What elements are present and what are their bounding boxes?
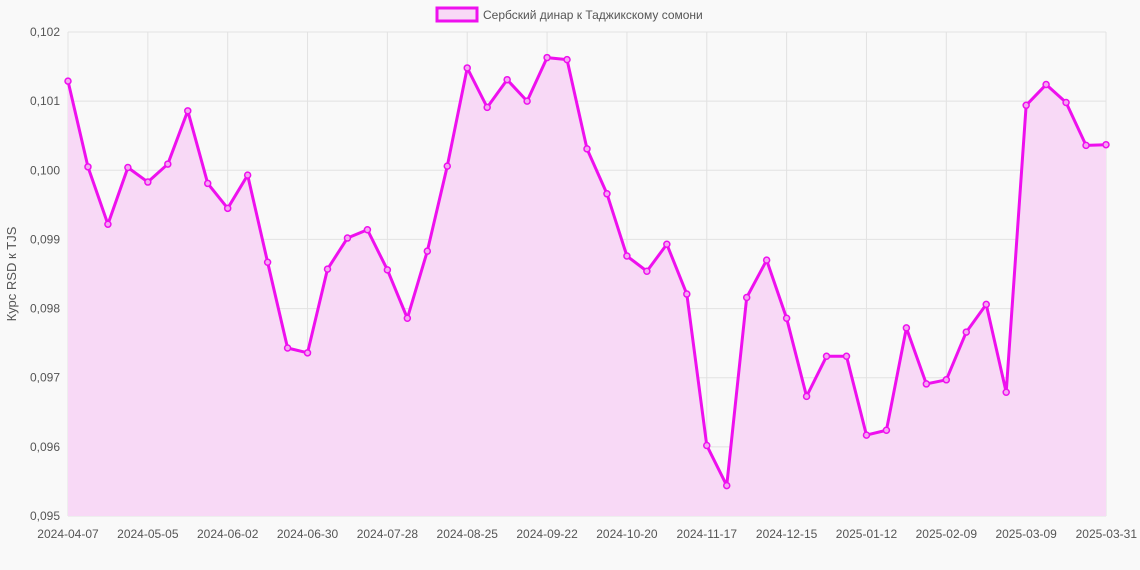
data-point[interactable] [1042,80,1050,89]
data-point[interactable] [1082,141,1090,150]
data-point[interactable] [443,162,452,170]
data-point[interactable] [703,441,711,450]
data-point[interactable] [722,481,731,490]
data-point[interactable] [403,314,412,323]
y-axis-title: Курс RSD к TJS [4,226,19,321]
y-tick-label: 0,102 [30,25,60,39]
x-tick-label: 2024-05-05 [117,527,179,541]
data-point[interactable] [802,392,811,401]
series-area [68,57,1106,516]
y-tick-label: 0,096 [30,440,60,454]
x-tick-label: 2024-10-20 [596,527,658,541]
data-point[interactable] [1002,388,1010,396]
x-tick-label: 2024-04-07 [37,527,99,541]
data-point[interactable] [303,349,312,357]
data-point[interactable] [463,64,471,72]
x-tick-label: 2025-01-12 [836,527,898,541]
data-point[interactable] [64,77,72,85]
data-point[interactable] [842,352,851,361]
data-point[interactable] [922,380,931,388]
x-tick-label: 2024-12-15 [756,527,818,541]
data-point[interactable] [942,376,951,384]
data-point[interactable] [862,431,871,439]
y-axis-ticks: 0,102 0,101 0,100 0,099 0,098 0,097 0,096 0,095 [30,25,60,523]
data-point[interactable] [283,344,292,352]
data-point[interactable] [623,252,631,260]
x-tick-label: 2024-09-22 [516,527,578,541]
data-point[interactable] [543,53,551,62]
data-point[interactable] [383,266,392,274]
data-point[interactable] [124,163,132,172]
x-tick-label: 2024-07-28 [357,527,419,541]
data-point[interactable] [643,267,651,275]
data-point[interactable] [782,314,791,323]
legend[interactable]: Сербский динар к Таджикскому сомони [435,6,703,23]
data-point[interactable] [144,178,152,186]
data-point[interactable] [563,55,571,64]
legend-swatch [435,6,479,23]
x-tick-label: 2024-08-25 [437,527,499,541]
x-axis-ticks: 2024-04-07 2024-05-05 2024-06-02 2024-06-30… [37,527,1137,541]
data-point[interactable] [762,256,771,264]
legend-label: Сербский динар к Таджикскому сомони [483,8,703,22]
data-point[interactable] [982,300,990,309]
y-tick-label: 0,098 [30,302,60,316]
data-point[interactable] [902,324,911,332]
data-point[interactable] [822,352,831,361]
x-tick-label: 2025-03-09 [995,527,1057,541]
x-tick-label: 2024-11-17 [677,527,738,541]
data-point[interactable] [603,190,611,198]
data-point[interactable] [203,179,212,188]
data-point[interactable] [363,225,372,234]
data-point[interactable] [663,240,671,249]
data-point[interactable] [323,265,332,273]
data-point[interactable] [164,160,172,168]
data-point[interactable] [483,103,491,112]
area-fill-layer [68,57,1106,516]
data-point[interactable] [882,426,891,435]
y-tick-label: 0,101 [30,94,60,108]
y-tick-label: 0,099 [30,232,60,246]
data-point[interactable] [962,328,971,336]
x-tick-label: 2024-06-02 [197,527,259,541]
data-point[interactable] [184,107,192,115]
data-point[interactable] [583,145,591,153]
x-tick-label: 2024-06-30 [277,527,339,541]
data-point[interactable] [1102,140,1110,149]
y-tick-label: 0,097 [30,371,60,385]
data-point[interactable] [503,75,511,84]
x-tick-label: 2025-03-31 [1076,527,1138,541]
data-point[interactable] [523,97,531,105]
data-point[interactable] [263,258,272,266]
data-point[interactable] [84,163,92,171]
data-point[interactable] [423,247,432,255]
data-point[interactable] [1062,98,1070,107]
data-point[interactable] [683,290,691,298]
data-point[interactable] [243,171,252,179]
data-point[interactable] [223,204,232,213]
x-tick-label: 2025-02-09 [916,527,978,541]
data-point[interactable] [104,220,112,228]
y-tick-label: 0,095 [30,509,60,523]
data-point[interactable] [343,234,352,242]
points-layer [64,53,1110,490]
data-point[interactable] [742,293,751,302]
y-tick-label: 0,100 [30,163,60,177]
data-point[interactable] [1022,101,1030,110]
